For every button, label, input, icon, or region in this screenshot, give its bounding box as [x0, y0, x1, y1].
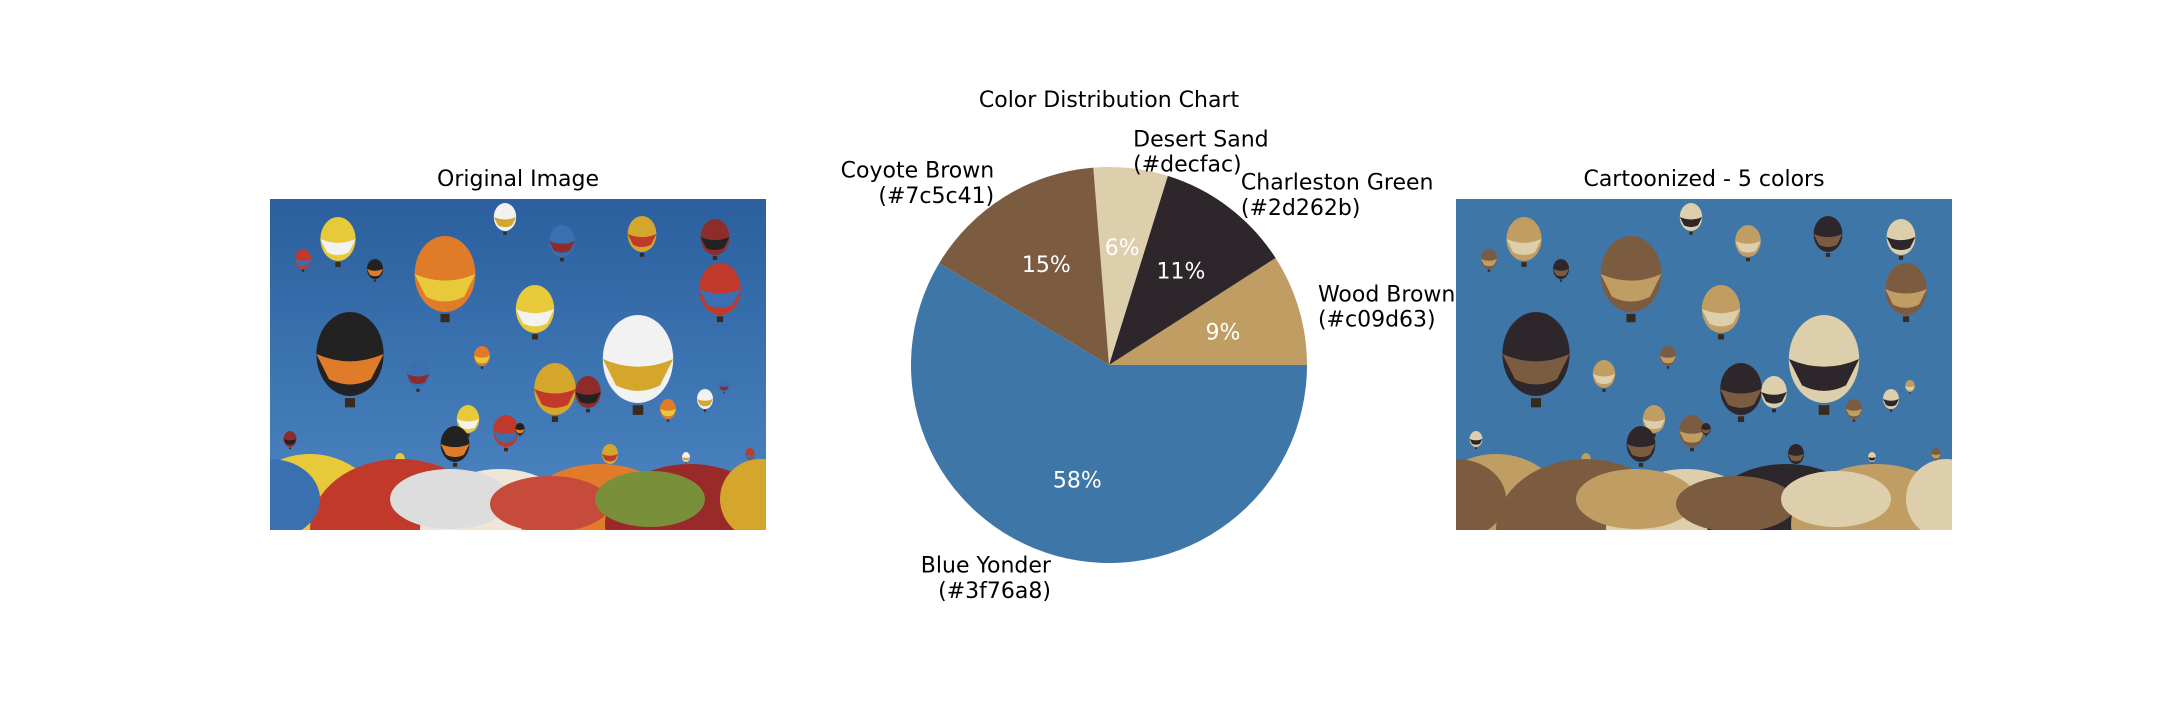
balloon	[1883, 389, 1899, 412]
balloon	[1592, 360, 1616, 392]
balloon	[456, 405, 480, 437]
pie-percent-label-desert-sand: 6%	[1105, 236, 1140, 261]
balloon	[682, 452, 690, 464]
chart-title: Color Distribution Chart	[979, 88, 1240, 113]
balloon	[493, 415, 519, 452]
balloon	[1502, 312, 1570, 408]
cartoonized-image-title: Cartoonized - 5 colors	[1583, 167, 1825, 192]
balloon	[602, 315, 674, 415]
pie-slice-wood-brown	[1109, 257, 1307, 365]
pie-label-wood-brown: Wood Brown (#c09d63)	[1318, 282, 1455, 332]
balloon	[367, 259, 383, 282]
balloon	[1469, 431, 1483, 450]
balloon	[745, 448, 755, 462]
balloon	[1905, 380, 1915, 394]
balloon	[1720, 363, 1762, 423]
balloon	[1761, 376, 1787, 413]
balloon	[1788, 444, 1804, 467]
balloon	[1600, 236, 1662, 323]
pie-label-hex-coyote-brown: (#7c5c41)	[878, 184, 994, 209]
balloon	[1813, 216, 1843, 257]
crowd-balloon	[390, 469, 510, 529]
crowd-balloon	[1676, 476, 1796, 530]
crowd-balloon	[1906, 459, 1952, 530]
balloon	[1481, 249, 1497, 272]
pie-slice-coyote-brown	[939, 167, 1109, 365]
balloon	[549, 225, 575, 262]
pie-label-name-desert-sand: Desert Sand	[1133, 127, 1269, 152]
crowd-balloon	[490, 476, 610, 530]
pie-percent-label-coyote-brown: 15%	[1022, 253, 1071, 278]
balloon	[1886, 219, 1916, 260]
balloon	[440, 426, 470, 467]
balloon	[320, 217, 356, 267]
balloon	[406, 360, 430, 392]
crowd-balloon	[1781, 471, 1891, 527]
balloon	[493, 203, 517, 235]
balloon	[283, 431, 297, 450]
balloon	[1642, 405, 1666, 437]
balloon	[627, 216, 657, 257]
pie-percent-label-charleston-green: 11%	[1156, 259, 1205, 284]
pie-label-name-charleston-green: Charleston Green	[1241, 170, 1434, 195]
pie-percent-label-blue-yonder: 58%	[1053, 469, 1102, 494]
balloon	[602, 444, 618, 467]
balloon	[1788, 315, 1860, 415]
balloon	[660, 399, 676, 422]
balloon	[1553, 259, 1569, 282]
balloon	[474, 346, 490, 369]
balloon	[515, 423, 525, 437]
balloon	[1868, 452, 1876, 464]
crowd-balloon	[595, 471, 705, 527]
pie-label-desert-sand: Desert Sand (#decfac)	[1133, 127, 1269, 177]
balloon	[414, 236, 476, 323]
balloon	[699, 263, 741, 323]
balloon	[1660, 346, 1676, 369]
pie-label-name-coyote-brown: Coyote Brown	[841, 159, 995, 184]
crowd-balloon	[1576, 469, 1696, 529]
crowd-balloon	[1456, 459, 1506, 530]
pie-label-name-blue-yonder: Blue Yonder	[921, 554, 1052, 579]
pie-percent-label-wood-brown: 9%	[1206, 321, 1241, 346]
pie-label-blue-yonder: Blue Yonder (#3f76a8)	[921, 554, 1052, 604]
pie-label-name-wood-brown: Wood Brown	[1318, 282, 1455, 307]
balloon	[697, 389, 713, 412]
balloon	[1679, 203, 1703, 235]
pie-label-charleston-green: Charleston Green (#2d262b)	[1241, 170, 1434, 220]
balloon	[515, 285, 555, 340]
label-clip-mask	[1456, 140, 1457, 141]
pie-slice-desert-sand	[1093, 167, 1168, 365]
pie-label-hex-charleston-green: (#2d262b)	[1241, 196, 1361, 221]
balloon	[534, 363, 576, 423]
pie-label-hex-blue-yonder: (#3f76a8)	[938, 579, 1051, 604]
cartoonized-image	[1456, 199, 1952, 530]
balloon	[1701, 285, 1741, 340]
balloon	[1931, 448, 1941, 462]
balloon	[295, 249, 311, 272]
balloon	[1846, 399, 1862, 422]
pie-slice-charleston-green	[1109, 175, 1276, 365]
original-image-title: Original Image	[437, 167, 599, 192]
balloon	[1885, 263, 1927, 323]
pie-label-hex-desert-sand: (#decfac)	[1133, 153, 1242, 178]
balloon	[575, 376, 601, 413]
balloon	[1506, 217, 1542, 267]
balloon	[1735, 225, 1761, 262]
crowd-balloon	[270, 459, 320, 530]
original-image	[270, 199, 766, 530]
balloon	[316, 312, 384, 408]
balloon	[1679, 415, 1705, 452]
pie-label-hex-wood-brown: (#c09d63)	[1318, 308, 1436, 333]
balloon	[1626, 426, 1656, 467]
balloon	[700, 219, 730, 260]
balloon	[1701, 423, 1711, 437]
pie-slice-blue-yonder	[911, 263, 1307, 563]
pie-label-coyote-brown: Coyote Brown (#7c5c41)	[841, 159, 995, 209]
crowd-balloon	[720, 459, 766, 530]
balloon	[719, 380, 729, 394]
